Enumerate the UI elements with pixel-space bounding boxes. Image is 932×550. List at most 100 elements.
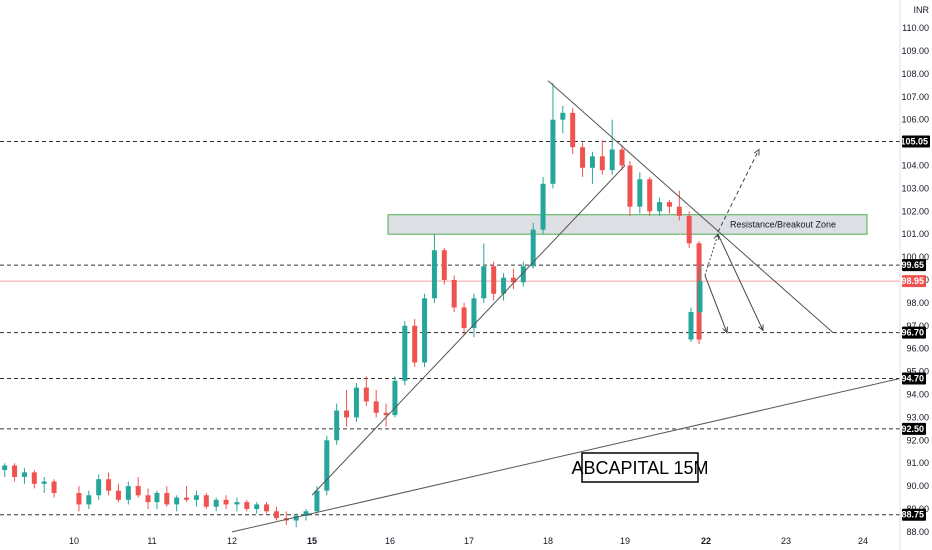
level-badge-label: 105.05 <box>900 136 928 146</box>
candle-body <box>637 179 643 207</box>
projection-arrowhead <box>722 326 728 334</box>
zone-box[interactable] <box>387 214 868 235</box>
level-badge-label: 92.50 <box>901 424 924 434</box>
candle-body <box>609 149 615 171</box>
candle-body <box>344 410 350 418</box>
candle-body <box>461 307 467 329</box>
candle-body <box>501 277 507 294</box>
time-axis[interactable]: 10 11 12 15 16 17 18 19 22 23 24 <box>69 536 868 546</box>
candle-body <box>520 266 526 283</box>
candle-body <box>530 229 536 267</box>
x-tick-label: 16 <box>385 536 395 546</box>
candle-body <box>314 490 320 512</box>
projection-arrowhead <box>713 233 720 241</box>
x-tick-label: 12 <box>227 536 237 546</box>
y-tick-label: 106.00 <box>901 115 929 125</box>
candle-body <box>441 250 447 280</box>
candle-body <box>688 312 694 340</box>
candle-body <box>213 499 219 507</box>
candle-body <box>647 179 653 212</box>
candle-body <box>392 380 398 416</box>
zone-label: Resistance/Breakout Zone <box>730 219 836 229</box>
projection-arrow[interactable] <box>704 275 728 333</box>
x-tick-label: 23 <box>781 536 791 546</box>
trendlines[interactable] <box>231 80 901 533</box>
candle-body <box>627 165 633 207</box>
candle-body <box>491 266 497 294</box>
projection-arrowhead <box>753 148 760 156</box>
y-tick-label: 108.00 <box>901 69 929 79</box>
y-tick-label: 103.00 <box>901 183 929 193</box>
candle-body <box>273 511 279 519</box>
level-badge-label: 88.75 <box>901 510 924 520</box>
chart-title-box: ABCAPITAL 15M <box>571 452 709 483</box>
y-tick-label: 94.00 <box>906 390 929 400</box>
candle-body <box>174 497 180 505</box>
y-tick-label: 97.00 <box>906 321 929 331</box>
candle-body <box>334 410 340 441</box>
candle-body <box>193 495 199 500</box>
y-tick-label: 109.00 <box>901 46 929 56</box>
candle-body <box>471 298 477 329</box>
level-badge-label: 99.65 <box>901 260 924 270</box>
title-frame <box>581 452 699 483</box>
x-tick-label: 17 <box>464 536 474 546</box>
candle-body <box>451 280 457 308</box>
y-tick-label: 88.00 <box>906 527 929 537</box>
candle-body <box>686 215 692 244</box>
level-badge-label: 96.70 <box>901 328 924 338</box>
candle-body <box>373 401 379 413</box>
candle-body <box>324 440 330 491</box>
candle-body <box>619 149 625 166</box>
candle-body <box>244 502 250 509</box>
candle-body <box>96 479 102 496</box>
candle-body <box>12 465 18 477</box>
y-tick-label: 91.00 <box>906 458 929 468</box>
trendline-falling-resistance[interactable] <box>547 80 834 334</box>
candle-body <box>106 479 112 491</box>
y-tick-label: 90.00 <box>906 481 929 491</box>
trendline-rising-support-upper[interactable] <box>311 165 626 496</box>
candle-body <box>234 502 240 505</box>
x-tick-label: 22 <box>701 536 711 546</box>
candle-body <box>560 112 566 120</box>
candle-body <box>550 119 556 184</box>
candle-body <box>363 387 369 402</box>
candle-body <box>145 495 151 503</box>
candle-body <box>293 515 299 521</box>
candle-body <box>76 492 82 505</box>
candle-body <box>657 202 663 212</box>
candle-body <box>184 497 190 500</box>
y-tick-label: 96.00 <box>906 344 929 354</box>
level-badge <box>902 422 926 435</box>
candle-body <box>254 504 260 509</box>
resistance-zone[interactable]: Resistance/Breakout Zone <box>387 214 868 235</box>
y-tick-label: 102.00 <box>901 206 929 216</box>
candle-body <box>383 412 389 416</box>
candle-body <box>697 281 703 313</box>
candle-body <box>264 504 270 512</box>
candle-body <box>599 156 605 171</box>
candle-body <box>125 486 131 500</box>
candle-body <box>510 277 516 283</box>
y-tick-label: 98.00 <box>906 298 929 308</box>
level-badge-label: 94.70 <box>901 373 924 383</box>
y-tick-label: 101.00 <box>901 229 929 239</box>
candle-body <box>540 183 546 230</box>
x-tick-label: 11 <box>147 536 156 546</box>
y-tick-label: 107.00 <box>901 92 929 102</box>
price-axis[interactable]: 88.0089.0090.0091.0092.0093.0094.0095.00… <box>899 0 930 550</box>
level-badge <box>902 508 926 521</box>
candle-body <box>570 112 576 148</box>
projection-arrow[interactable] <box>717 233 764 331</box>
candle-body <box>580 147 586 168</box>
trendline-rising-support-lower[interactable] <box>231 377 901 533</box>
y-tick-label: 104.00 <box>901 161 929 171</box>
chart-title: ABCAPITAL 15M <box>571 458 708 478</box>
candle-body <box>422 298 428 363</box>
projection-arrow[interactable] <box>717 149 760 233</box>
x-tick-label: 15 <box>307 536 317 546</box>
projection-arrow[interactable] <box>704 234 719 276</box>
candle-body <box>135 486 141 496</box>
